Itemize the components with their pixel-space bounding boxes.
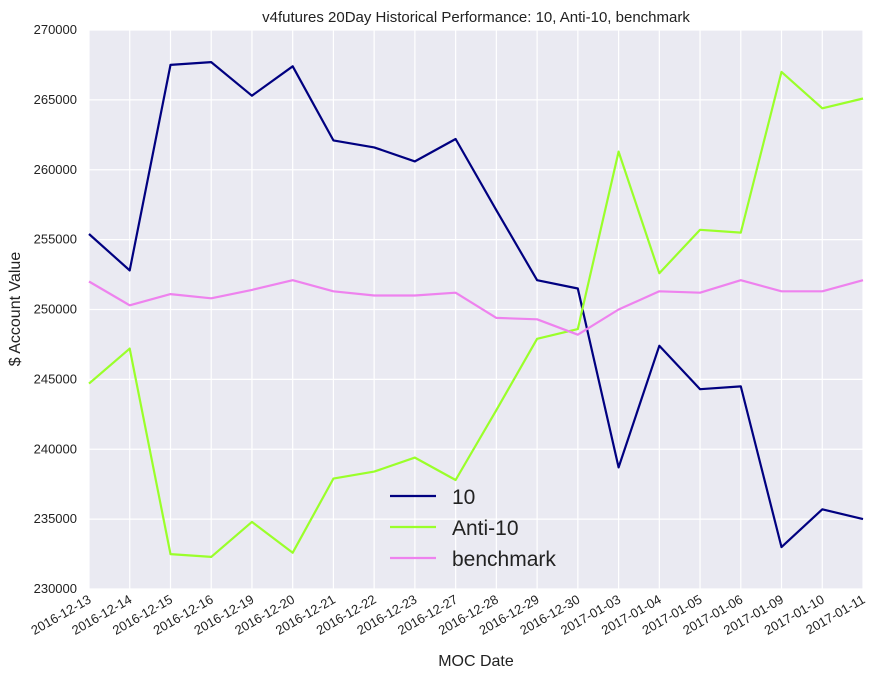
y-tick-label: 260000 (34, 162, 77, 177)
series-layer (88, 60, 864, 559)
legend-label: benchmark (452, 548, 556, 571)
y-tick-label: 245000 (34, 371, 77, 386)
y-tick-label: 240000 (34, 441, 77, 456)
x-axis-label: MOC Date (438, 653, 514, 670)
y-tick-label: 235000 (34, 511, 77, 526)
y-tick-label: 255000 (34, 232, 77, 247)
y-tick-label: 250000 (34, 302, 77, 317)
x-tick-labels: 2016-12-132016-12-142016-12-152016-12-16… (28, 592, 867, 638)
y-axis-label: $ Account Value (7, 252, 24, 367)
y-tick-label: 265000 (34, 92, 77, 107)
legend-label: 10 (452, 486, 475, 509)
series-line-1 (88, 70, 864, 559)
legend: 10 Anti-10 benchmark (390, 486, 556, 571)
y-tick-labels: 230000 235000 240000 245000 250000 255000 2600… (34, 22, 77, 596)
chart-title: v4futures 20Day Historical Performance: … (262, 9, 690, 26)
series-line-2 (88, 279, 864, 336)
y-tick-label: 230000 (34, 581, 77, 596)
legend-label: Anti-10 (452, 517, 519, 540)
y-tick-label: 270000 (34, 22, 77, 37)
grid-lines (88, 29, 864, 590)
series-line-0 (88, 60, 864, 549)
